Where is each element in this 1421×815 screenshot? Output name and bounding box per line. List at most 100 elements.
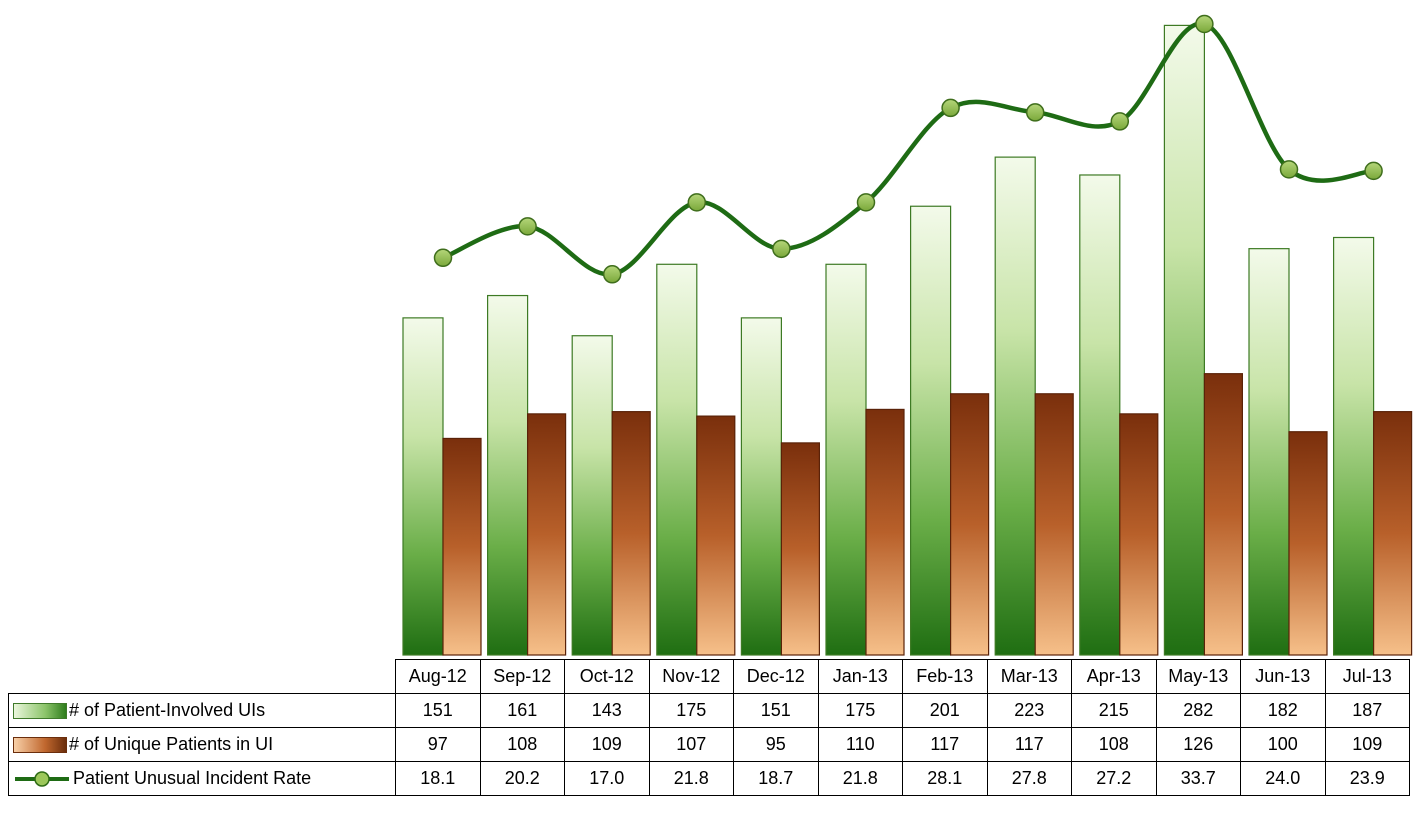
series-row-unique-patients: # of Unique Patients in UI 97 108 109 10… bbox=[8, 727, 1410, 762]
x-tick-label: Jan-13 bbox=[817, 659, 903, 694]
data-label: 109 bbox=[1324, 727, 1410, 762]
bar-patient-involved-uis bbox=[994, 156, 1036, 656]
data-label: 187 bbox=[1324, 693, 1410, 728]
incident-rate-point bbox=[433, 248, 453, 268]
x-tick-label: Feb-13 bbox=[902, 659, 988, 694]
data-label: 18.7 bbox=[733, 761, 819, 796]
data-label: 21.8 bbox=[648, 761, 734, 796]
bar-patient-involved-uis bbox=[1332, 236, 1375, 656]
data-label: 151 bbox=[733, 693, 819, 728]
chart-plot-area bbox=[402, 14, 1413, 656]
x-tick-label: Oct-12 bbox=[564, 659, 650, 694]
incident-rate-point bbox=[772, 239, 791, 259]
bar-unique-patients bbox=[526, 413, 567, 656]
line-layer bbox=[440, 21, 1376, 277]
bar-unique-patients bbox=[1372, 411, 1413, 656]
data-label: 143 bbox=[564, 693, 650, 728]
bar-unique-patients bbox=[780, 442, 821, 656]
data-label: 282 bbox=[1155, 693, 1241, 728]
line-marker-swatch-icon bbox=[15, 771, 69, 787]
data-label: 108 bbox=[1071, 727, 1157, 762]
series-row-patient-involved-uis: # of Patient-Involved UIs 151 161 143 17… bbox=[8, 693, 1410, 728]
legend-entry-patient-involved-uis: # of Patient-Involved UIs bbox=[8, 693, 396, 728]
data-label: 107 bbox=[648, 727, 734, 762]
incident-rate-point bbox=[1025, 103, 1045, 122]
bar-patient-involved-uis bbox=[1163, 24, 1206, 656]
legend-label: # of Unique Patients in UI bbox=[69, 734, 274, 754]
bar-unique-patients bbox=[1288, 431, 1328, 656]
data-label: 33.7 bbox=[1155, 761, 1241, 796]
bar-patient-involved-uis bbox=[1079, 174, 1121, 656]
bar-unique-patients bbox=[949, 393, 990, 656]
data-label: 201 bbox=[902, 693, 988, 728]
data-label: 182 bbox=[1240, 693, 1326, 728]
x-tick-label: May-13 bbox=[1155, 659, 1241, 694]
data-label: 151 bbox=[395, 693, 481, 728]
x-tick-label: Aug-12 bbox=[395, 659, 481, 694]
incident-rate-point bbox=[1110, 112, 1130, 131]
legend-entry-incident-rate: Patient Unusual Incident Rate bbox=[8, 761, 396, 796]
markers-layer bbox=[433, 14, 1383, 284]
incident-rate-point bbox=[941, 98, 960, 118]
data-label: 117 bbox=[986, 727, 1072, 762]
x-tick-label: Jul-13 bbox=[1324, 659, 1410, 694]
bar-patient-involved-uis bbox=[571, 335, 613, 656]
data-label: 17.0 bbox=[564, 761, 650, 796]
data-label: 100 bbox=[1240, 727, 1326, 762]
data-label: 110 bbox=[817, 727, 903, 762]
bar-patient-involved-uis bbox=[825, 263, 867, 656]
data-label: 23.9 bbox=[1324, 761, 1410, 796]
data-label: 18.1 bbox=[395, 761, 481, 796]
x-tick-label: Apr-13 bbox=[1071, 659, 1157, 694]
data-label: 95 bbox=[733, 727, 819, 762]
incident-rate-point bbox=[856, 193, 876, 212]
data-label: 108 bbox=[479, 727, 565, 762]
bar-unique-patients bbox=[1203, 373, 1244, 656]
bar-patient-involved-uis bbox=[402, 317, 444, 656]
bar-unique-patients bbox=[611, 411, 651, 656]
x-tick-label: Sep-12 bbox=[479, 659, 565, 694]
x-tick-label: Nov-12 bbox=[648, 659, 734, 694]
data-label: 24.0 bbox=[1240, 761, 1326, 796]
data-label: 28.1 bbox=[902, 761, 988, 796]
bar-patient-involved-uis bbox=[656, 263, 698, 656]
legend-entry-unique-patients: # of Unique Patients in UI bbox=[8, 727, 396, 762]
incident-rate-point bbox=[1279, 160, 1299, 179]
bar-unique-patients bbox=[696, 415, 736, 656]
data-label: 109 bbox=[564, 727, 650, 762]
incident-rate-point bbox=[1195, 14, 1214, 34]
data-label: 27.2 bbox=[1071, 761, 1157, 796]
incident-rate-point bbox=[1364, 161, 1383, 181]
legend-label: # of Patient-Involved UIs bbox=[69, 700, 266, 720]
data-label: 27.8 bbox=[986, 761, 1072, 796]
bar-unique-patients bbox=[1119, 413, 1159, 656]
bars-layer bbox=[402, 24, 1413, 656]
data-label: 175 bbox=[648, 693, 734, 728]
incident-rate-line bbox=[440, 21, 1376, 277]
data-label: 21.8 bbox=[817, 761, 903, 796]
legend-label: Patient Unusual Incident Rate bbox=[73, 768, 312, 788]
data-label: 161 bbox=[479, 693, 565, 728]
x-tick-label: Mar-13 bbox=[986, 659, 1072, 694]
category-header-row: Aug-12 Sep-12 Oct-12 Nov-12 Dec-12 Jan-1… bbox=[9, 659, 1410, 694]
bar-patient-involved-uis bbox=[1248, 248, 1290, 656]
data-label: 215 bbox=[1071, 693, 1157, 728]
chart-data-table: Aug-12 Sep-12 Oct-12 Nov-12 Dec-12 Jan-1… bbox=[8, 659, 1410, 796]
data-label: 175 bbox=[817, 693, 903, 728]
data-label: 20.2 bbox=[479, 761, 565, 796]
incident-rate-point bbox=[518, 217, 537, 236]
bar-patient-involved-uis bbox=[909, 205, 952, 656]
data-label: 223 bbox=[986, 693, 1072, 728]
bar-unique-patients bbox=[1034, 393, 1074, 656]
table-corner bbox=[9, 660, 396, 694]
brown-bar-swatch-icon bbox=[13, 737, 67, 754]
x-tick-label: Dec-12 bbox=[733, 659, 819, 694]
data-label: 126 bbox=[1155, 727, 1241, 762]
series-row-incident-rate: Patient Unusual Incident Rate 18.1 20.2 … bbox=[8, 761, 1410, 796]
incident-rate-point bbox=[602, 265, 622, 284]
bar-unique-patients bbox=[442, 437, 482, 656]
bar-patient-involved-uis bbox=[740, 317, 783, 656]
incident-rate-point bbox=[687, 193, 707, 212]
data-label: 97 bbox=[395, 727, 481, 762]
bar-patient-involved-uis bbox=[487, 294, 529, 656]
